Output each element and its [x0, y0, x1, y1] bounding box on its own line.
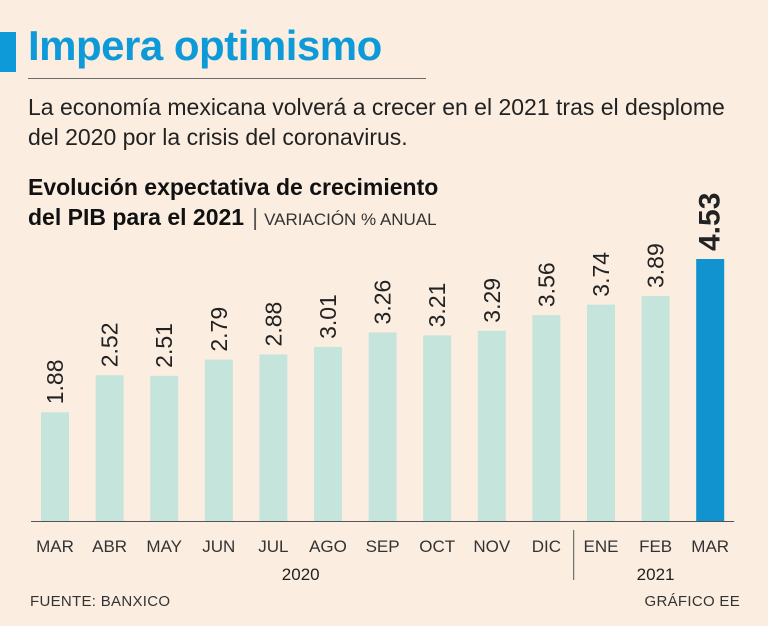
- bar-1: [41, 412, 69, 521]
- bar-10: [532, 315, 561, 521]
- graphic-credit: GRÁFICO EE: [644, 593, 740, 610]
- month-label-7: SEP: [366, 537, 400, 556]
- month-label-3: MAY: [146, 537, 182, 556]
- bar-3: [150, 375, 179, 521]
- month-label-9: NOV: [473, 537, 511, 556]
- bar-4: [204, 359, 233, 521]
- bar-13: [696, 259, 725, 521]
- bar-12: [641, 296, 670, 521]
- headline: Impera optimismo: [28, 22, 382, 69]
- bar-2: [95, 375, 124, 521]
- month-label-5: JUL: [258, 537, 288, 556]
- value-label-12: 3.89: [643, 243, 669, 288]
- chart-title-separator: |: [252, 204, 259, 230]
- bar-7: [368, 332, 397, 521]
- headline-divider: [28, 78, 426, 79]
- chart-title-line1: Evolución expectativa de crecimiento: [28, 174, 439, 200]
- year-label-2020: 2020: [282, 565, 320, 584]
- month-label-12: FEB: [639, 537, 672, 556]
- value-label-5: 2.88: [260, 302, 286, 347]
- month-label-10: DIC: [532, 537, 561, 556]
- headline-accent-bar: [0, 32, 16, 72]
- value-label-7: 3.26: [370, 280, 396, 325]
- value-label-4: 2.79: [206, 307, 232, 352]
- bar-6: [314, 346, 342, 521]
- value-label-1: 1.88: [42, 360, 68, 405]
- chart-title: Evolución expectativa de crecimiento del…: [28, 172, 548, 235]
- value-label-6: 3.01: [315, 294, 341, 339]
- value-label-8: 3.21: [424, 283, 450, 328]
- bar-5: [259, 354, 288, 521]
- value-label-2: 2.52: [97, 322, 123, 367]
- month-label-11: ENE: [584, 537, 619, 556]
- month-label-6: AGO: [309, 537, 347, 556]
- month-label-8: OCT: [419, 537, 455, 556]
- bar-11: [587, 304, 615, 521]
- year-label-2021: 2021: [637, 565, 675, 584]
- value-label-10: 3.56: [533, 262, 559, 307]
- bar-8: [423, 335, 452, 521]
- month-label-2: ABR: [92, 537, 127, 556]
- chart-title-line2: del PIB para el 2021: [28, 204, 245, 230]
- value-label-3: 2.51: [151, 323, 177, 368]
- value-label-13: 4.53: [694, 193, 727, 251]
- month-label-4: JUN: [202, 537, 235, 556]
- value-label-11: 3.74: [588, 252, 614, 297]
- subtitle: La economía mexicana volverá a crecer en…: [28, 94, 725, 150]
- value-label-9: 3.29: [479, 278, 505, 323]
- source-note: FUENTE: BANXICO: [30, 593, 171, 610]
- month-label-13: MAR: [691, 537, 729, 556]
- month-label-1: MAR: [36, 537, 74, 556]
- bar-9: [477, 330, 506, 521]
- chart-units-label: VARIACIÓN % ANUAL: [264, 210, 437, 229]
